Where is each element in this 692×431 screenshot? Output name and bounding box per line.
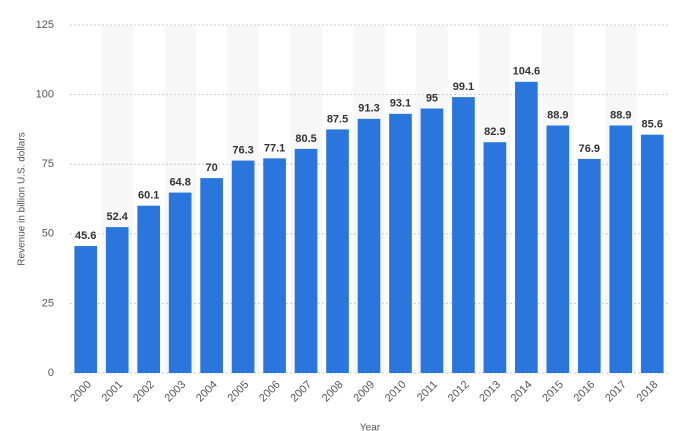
x-tick-label: 2002: [131, 379, 157, 405]
data-label: 87.5: [327, 113, 348, 125]
data-label: 70: [206, 162, 218, 174]
bar: [231, 160, 255, 373]
data-label: 80.5: [295, 133, 316, 145]
data-label: 91.3: [358, 103, 379, 115]
data-label: 85.6: [642, 119, 663, 131]
x-tick-label: 2005: [225, 379, 251, 405]
data-label: 60.1: [138, 190, 159, 202]
x-tick-label: 2014: [509, 379, 535, 405]
y-tick-label: 125: [36, 19, 54, 31]
data-label: 76.3: [232, 144, 253, 156]
bar: [546, 125, 570, 373]
x-tick-label: 2003: [163, 379, 189, 405]
bar: [389, 113, 412, 373]
data-label: 88.9: [610, 109, 631, 121]
x-tick-label: 2017: [603, 379, 629, 405]
x-tick-label: 2015: [540, 379, 566, 405]
bar: [640, 134, 664, 373]
x-tick-label: 2016: [572, 379, 598, 405]
bar: [577, 158, 601, 373]
bar: [483, 142, 507, 373]
data-label: 45.6: [75, 230, 96, 242]
x-tick-label: 2013: [477, 379, 503, 405]
x-axis-label: Year: [360, 423, 381, 431]
bar: [263, 158, 286, 373]
y-tick-label: 25: [42, 297, 54, 309]
bar: [452, 97, 475, 374]
bar: [609, 125, 633, 373]
data-label: 93.1: [390, 98, 411, 110]
bar: [326, 129, 349, 373]
data-label: 64.8: [169, 177, 190, 189]
y-axis-label: Revenue in billion U.S. dollars: [17, 132, 28, 265]
bar: [137, 205, 161, 373]
bar: [105, 227, 129, 373]
data-label: 52.4: [106, 211, 128, 223]
data-label: 76.9: [579, 143, 600, 155]
y-tick-label: 0: [48, 367, 54, 379]
data-label: 104.6: [513, 66, 541, 78]
x-tick-label: 2004: [194, 379, 220, 405]
y-tick-label: 100: [36, 89, 54, 101]
data-label: 88.9: [547, 109, 568, 121]
x-tick-label: 2007: [288, 379, 314, 405]
bar: [294, 148, 318, 373]
x-tick-label: 2011: [415, 379, 440, 404]
x-tick-label: 2010: [383, 379, 409, 405]
bar: [168, 192, 192, 373]
data-label: 82.9: [484, 126, 505, 138]
x-tick-label: 2018: [635, 379, 661, 405]
data-label: 95: [426, 92, 438, 104]
bar: [515, 81, 538, 373]
bar: [200, 178, 223, 373]
x-tick-label: 2000: [68, 379, 94, 405]
bar: [420, 108, 444, 374]
data-label: 99.1: [453, 81, 474, 93]
x-tick-label: 2012: [446, 379, 472, 405]
bar: [74, 246, 98, 373]
data-label: 77.1: [264, 142, 285, 154]
x-tick-label: 2001: [100, 379, 126, 405]
x-tick-label: 2006: [257, 379, 283, 405]
x-tick-label: 2009: [351, 379, 377, 405]
y-tick-label: 75: [42, 158, 54, 170]
x-tick-label: 2008: [320, 379, 346, 405]
y-tick-label: 50: [42, 228, 54, 240]
bar: [357, 118, 381, 373]
